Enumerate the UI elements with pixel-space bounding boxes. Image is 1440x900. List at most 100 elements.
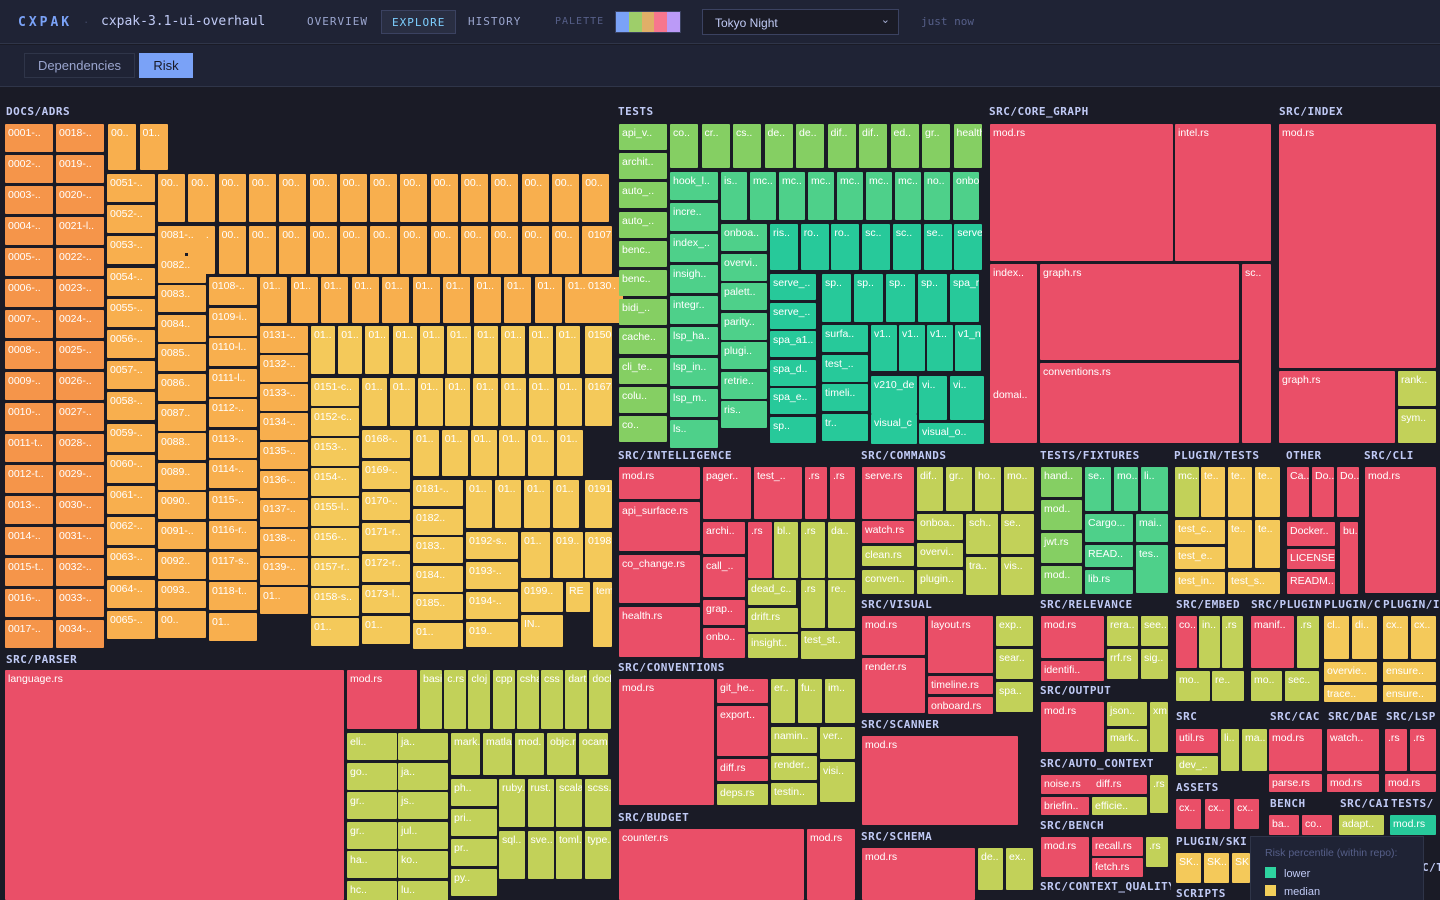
file-tile[interactable]: SK xyxy=(1232,853,1250,883)
file-tile[interactable]: re.. xyxy=(1212,671,1244,701)
adr-tile[interactable]: 01.. xyxy=(338,326,363,374)
file-tile[interactable]: dif.. xyxy=(859,124,887,168)
file-tile[interactable]: de.. xyxy=(764,124,793,168)
file-tile[interactable]: pr.. xyxy=(451,839,497,866)
adr-tile[interactable]: 00.. xyxy=(248,174,276,222)
file-tile[interactable]: drift.rs xyxy=(748,608,798,632)
file-tile[interactable]: sp.. xyxy=(770,416,816,443)
file-tile[interactable]: scala xyxy=(556,779,582,827)
adr-tile[interactable]: 00.. xyxy=(279,226,307,274)
file-tile[interactable]: integr.. xyxy=(670,296,718,324)
adr-tile[interactable]: 01.. xyxy=(504,277,531,323)
file-tile[interactable]: render.. xyxy=(771,756,817,780)
file-tile[interactable]: mc.. xyxy=(1175,467,1199,517)
file-tile[interactable]: sc.. xyxy=(892,224,921,270)
file-tile[interactable]: cpp xyxy=(492,670,515,729)
adr-tile[interactable]: 00.. xyxy=(521,174,549,222)
adr-tile[interactable]: 01.. xyxy=(311,326,335,374)
file-tile[interactable]: diff.rs xyxy=(1093,775,1147,794)
file-tile[interactable]: matla xyxy=(483,733,512,775)
file-tile[interactable]: co.. xyxy=(670,124,698,168)
file-tile[interactable]: 0137-.. xyxy=(260,500,308,527)
file-tile[interactable]: te.. xyxy=(1255,520,1280,568)
file-tile[interactable]: 0169-.. xyxy=(362,461,410,489)
file-tile[interactable]: test_in.. xyxy=(1175,572,1225,594)
file-tile[interactable]: cx.. xyxy=(1383,616,1408,659)
file-tile[interactable]: te.. xyxy=(1201,467,1225,517)
file-tile[interactable]: spa_d.. xyxy=(770,359,816,386)
file-tile[interactable]: scss.r xyxy=(584,779,611,827)
file-tile[interactable]: fetch.rs xyxy=(1092,858,1143,877)
file-tile[interactable]: ja.. xyxy=(398,733,448,760)
file-tile[interactable]: hc.. xyxy=(347,880,397,900)
file-tile[interactable]: mod.rs xyxy=(347,670,417,729)
file-tile[interactable]: ris.. xyxy=(721,401,767,428)
file-tile[interactable]: mod.rs xyxy=(1385,774,1436,792)
file-tile[interactable]: visual_o.. xyxy=(919,423,984,444)
file-tile[interactable]: test_.. xyxy=(822,354,868,382)
file-tile[interactable]: tes.. xyxy=(1136,545,1168,593)
file-tile[interactable]: identifi.. xyxy=(1041,661,1104,681)
file-tile[interactable]: ko.. xyxy=(398,851,448,878)
file-tile[interactable]: export.. xyxy=(717,706,768,756)
file-tile[interactable]: 0183.. xyxy=(413,537,463,563)
file-tile[interactable]: mod.rs xyxy=(1327,774,1379,792)
file-tile[interactable]: jwt.rs xyxy=(1041,533,1082,563)
file-tile[interactable]: exp.. xyxy=(996,616,1033,646)
adr-tile[interactable]: 01.. xyxy=(445,378,471,426)
file-tile[interactable]: 0114-.. xyxy=(209,460,257,488)
adr-tile[interactable]: 01.. xyxy=(501,378,526,426)
file-tile[interactable]: mc.. xyxy=(895,172,921,220)
file-tile[interactable]: tra.. xyxy=(966,557,998,595)
file-tile[interactable]: auto_.. xyxy=(619,211,667,238)
file-tile[interactable]: 0005-.. xyxy=(5,248,53,276)
adr-tile[interactable]: 01.. xyxy=(557,430,583,476)
file-tile[interactable]: sym.. xyxy=(1398,409,1436,443)
file-tile[interactable]: 0182.. xyxy=(413,508,463,535)
file-tile[interactable]: tr.. xyxy=(822,413,868,441)
file-tile[interactable]: co.. xyxy=(619,416,667,442)
file-tile[interactable]: spa_e.. xyxy=(770,388,816,414)
file-tile[interactable]: 0025-.. xyxy=(56,341,104,369)
file-tile[interactable]: rrf.rs xyxy=(1107,649,1138,679)
file-tile[interactable]: 0065-.. xyxy=(107,610,155,639)
file-tile[interactable]: mod.rs xyxy=(619,467,700,499)
file-tile[interactable]: .rs xyxy=(801,522,825,578)
file-tile[interactable]: mark. xyxy=(451,733,480,775)
file-tile[interactable]: 0167- xyxy=(585,378,612,426)
file-tile[interactable]: json.. xyxy=(1107,702,1147,726)
file-tile[interactable]: co.. xyxy=(1176,616,1197,668)
file-tile[interactable]: 0057-.. xyxy=(107,361,155,390)
file-tile[interactable]: ruby. xyxy=(499,779,525,827)
file-tile[interactable]: 0185.. xyxy=(413,594,463,620)
file-tile[interactable]: test_s.. xyxy=(1228,572,1280,594)
file-tile[interactable]: ha.. xyxy=(347,851,397,878)
file-tile[interactable]: gr.. xyxy=(946,467,972,511)
file-tile[interactable]: dock xyxy=(589,670,612,729)
file-tile[interactable]: palett.. xyxy=(721,283,767,310)
file-tile[interactable]: sve.. xyxy=(527,831,554,879)
adr-tile[interactable]: 01.. xyxy=(470,430,497,476)
file-tile[interactable]: archit.. xyxy=(619,153,667,180)
file-tile[interactable]: 0014-.. xyxy=(5,527,53,555)
file-tile[interactable]: is.. xyxy=(721,172,747,220)
file-tile[interactable]: 0085.. xyxy=(158,344,206,372)
file-tile[interactable]: timeli.. xyxy=(822,384,868,411)
file-tile[interactable]: 0001-.. xyxy=(5,124,53,152)
file-tile[interactable]: test_e.. xyxy=(1175,547,1225,569)
adr-tile[interactable]: 01.. xyxy=(290,277,318,323)
adr-tile[interactable]: 01.. xyxy=(474,326,499,374)
file-tile[interactable]: .rs xyxy=(748,522,772,578)
file-tile[interactable]: 01.. xyxy=(311,618,359,646)
file-tile[interactable]: er.. xyxy=(771,679,795,723)
file-tile[interactable]: rera.. xyxy=(1107,616,1138,646)
file-tile[interactable]: noise.rs xyxy=(1041,775,1104,794)
file-tile[interactable]: 0198.. xyxy=(585,532,612,578)
file-tile[interactable]: xm.. xyxy=(1150,702,1168,752)
adr-tile[interactable]: 00.. xyxy=(370,174,398,222)
file-tile[interactable]: 0006-.. xyxy=(5,279,53,307)
file-tile[interactable]: onbo.. xyxy=(703,628,745,658)
file-tile[interactable]: 01.. xyxy=(139,124,168,170)
file-tile[interactable]: sp.. xyxy=(822,274,851,322)
file-tile[interactable]: 0133-.. xyxy=(260,384,308,411)
